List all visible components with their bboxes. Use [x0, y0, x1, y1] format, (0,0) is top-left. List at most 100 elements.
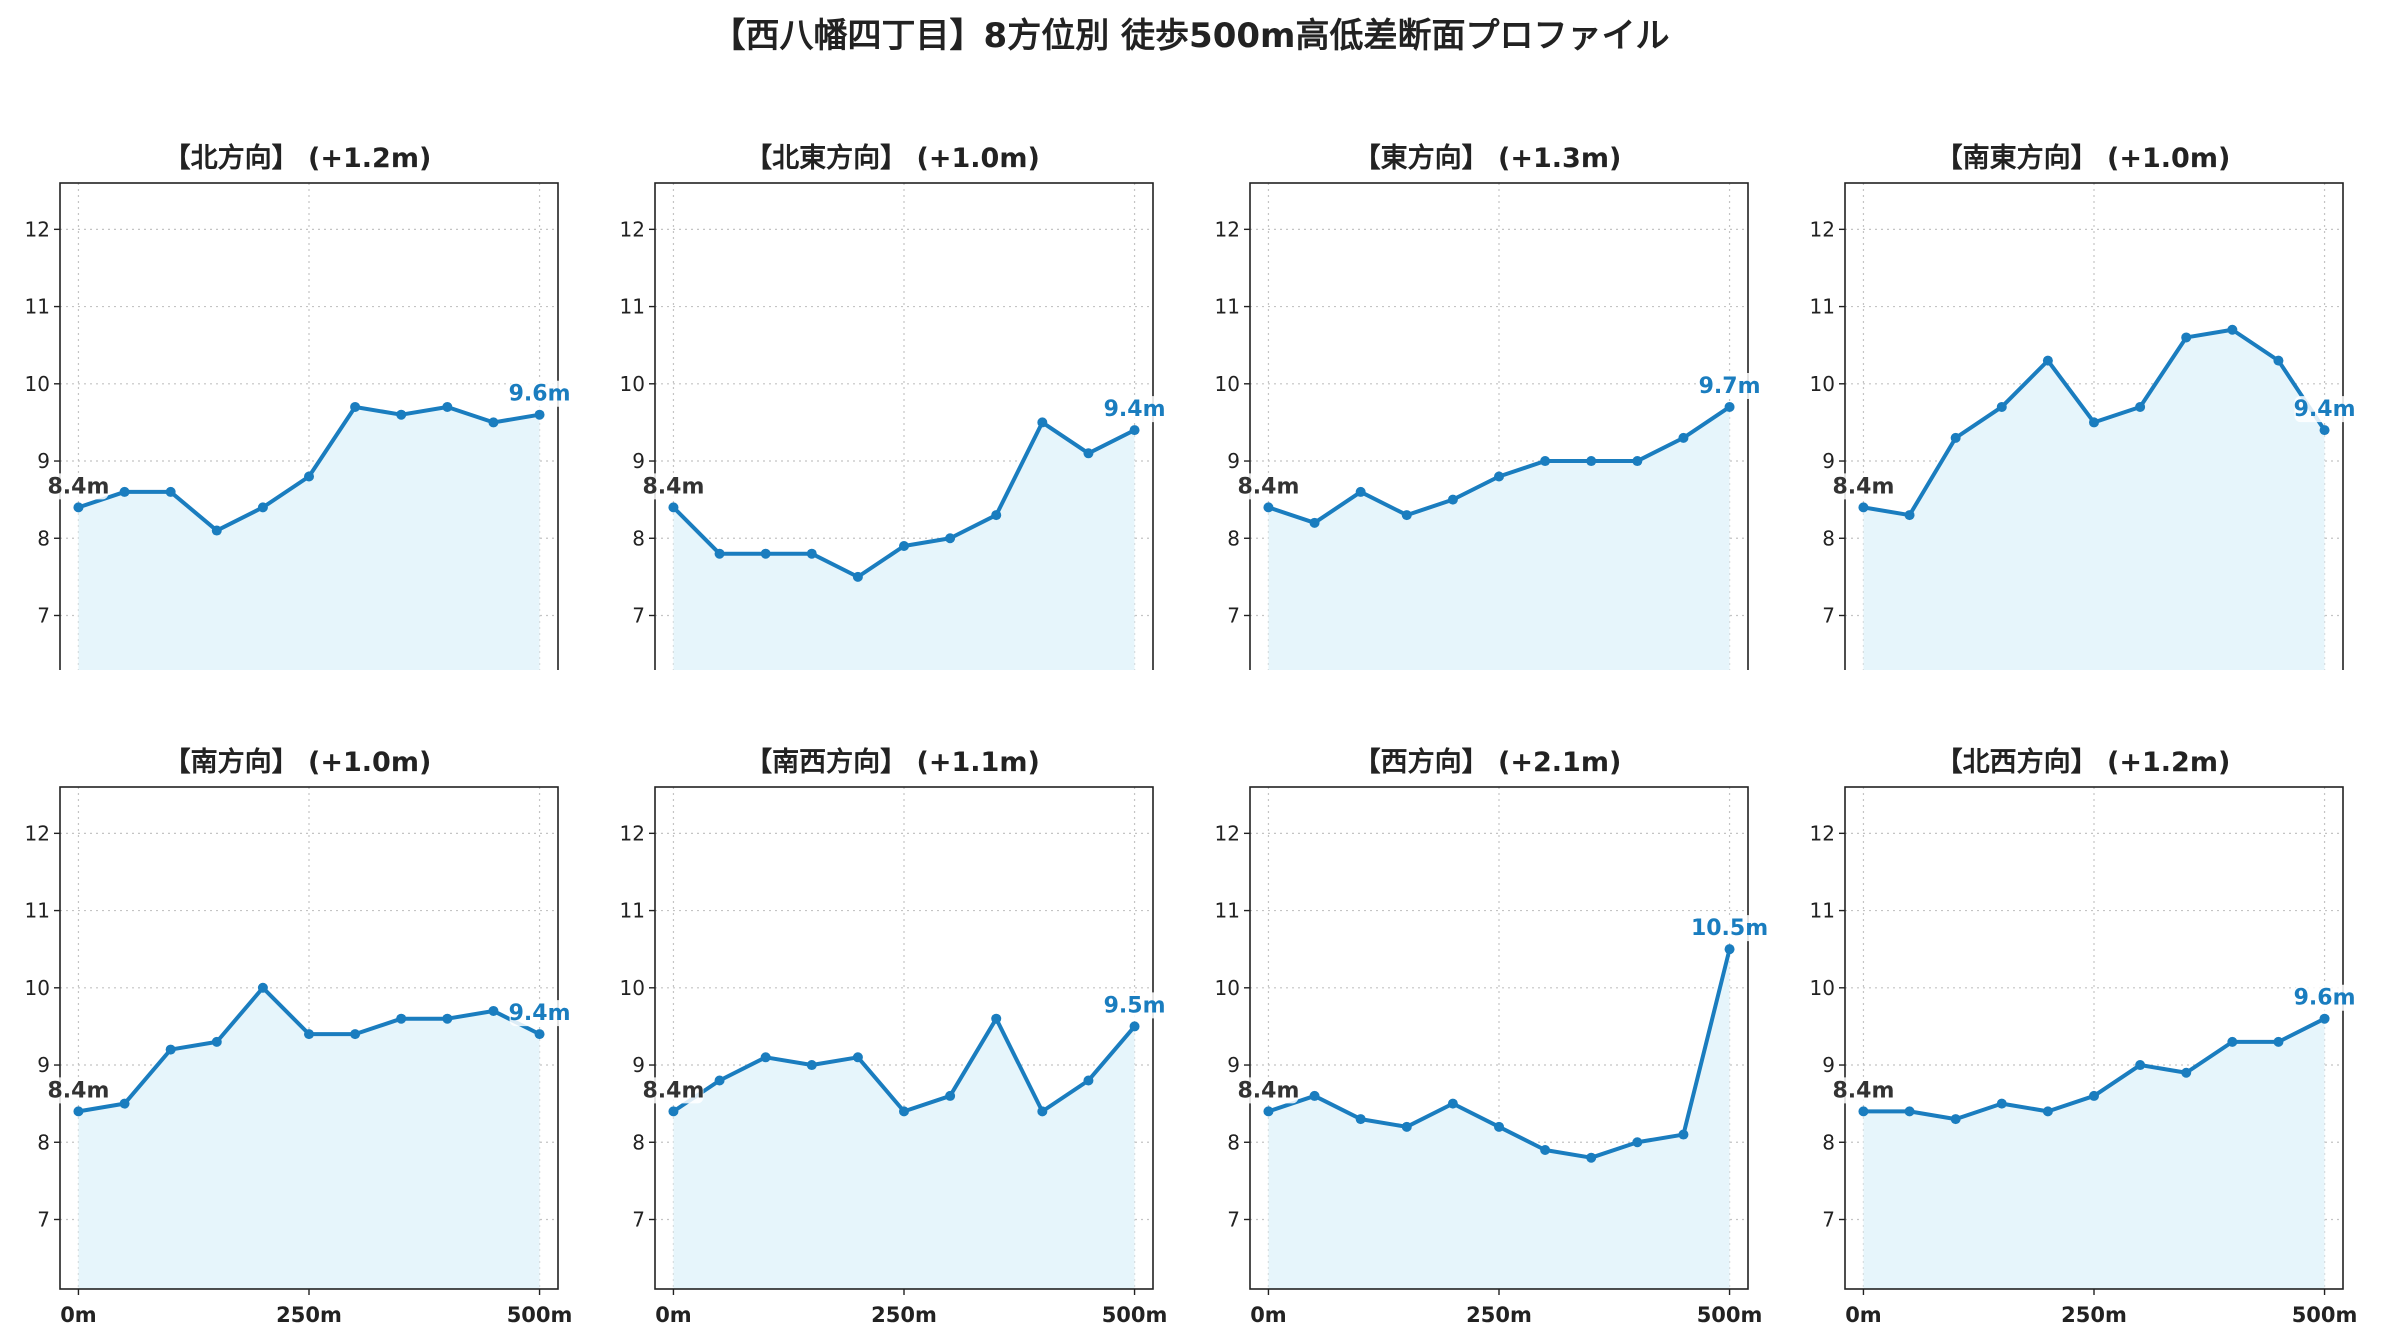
- y-tick-label: 10: [25, 976, 50, 1000]
- start-elevation-label: 8.4m: [47, 474, 109, 499]
- panel-northeast: 【北東方向】 (+1.0m) 7891011120m250m500m8.4m9.…: [595, 0, 1190, 670]
- data-point: [211, 1036, 222, 1047]
- data-point: [1904, 1106, 1915, 1117]
- start-elevation-label-bg: [1833, 1077, 1894, 1104]
- data-point: [668, 502, 679, 513]
- start-elevation-label: 8.4m: [47, 1078, 109, 1103]
- panel-north: 【北方向】 (+1.2m) 7891011120m250m500m8.4m9.6…: [0, 0, 595, 670]
- data-point: [350, 1029, 361, 1040]
- x-tick-label: 500m: [1102, 1303, 1168, 1327]
- area-fill: [1863, 1018, 2325, 1289]
- data-point: [257, 982, 268, 993]
- y-tick-label: 12: [1810, 217, 1835, 241]
- y-tick-label: 10: [1215, 976, 1240, 1000]
- data-point: [1401, 1121, 1412, 1132]
- data-point: [1494, 1121, 1504, 1132]
- panel-southwest: 【南西方向】 (+1.1m) 7 8 9 10 11 12 0m 250m 500m 8.4m 9.…: [595, 670, 1190, 1340]
- y-tick-label: 12: [1215, 821, 1240, 845]
- data-point: [73, 1106, 84, 1117]
- y-tick-label: 10: [620, 976, 645, 1000]
- data-point: [73, 502, 84, 513]
- data-point: [1037, 1106, 1048, 1117]
- y-tick-label: 8: [1822, 526, 1835, 550]
- area-fill: [673, 1018, 1135, 1289]
- data-point: [1401, 510, 1412, 521]
- start-elevation-label-bg: [1238, 1077, 1299, 1104]
- x-tick-label: 250m: [871, 1303, 937, 1327]
- y-tick-label: 10: [1810, 976, 1835, 1000]
- data-point: [2042, 1106, 2053, 1117]
- data-point: [1355, 486, 1366, 497]
- data-point: [2319, 1013, 2330, 1024]
- data-point: [714, 1075, 725, 1086]
- y-tick-label: 9: [632, 1053, 645, 1077]
- figure-title: 【西八幡四丁目】8方位別 徒歩500m高低差断面プロファイル: [711, 16, 1670, 56]
- data-point: [899, 1106, 909, 1117]
- start-elevation-label-bg: [48, 1077, 109, 1104]
- data-point: [945, 533, 956, 544]
- x-tick-label: 500m: [1697, 1303, 1763, 1327]
- panel-title: 【北西方向】 (+1.2m): [1935, 747, 2231, 778]
- data-point: [1724, 401, 1735, 412]
- end-elevation-label: 9.6m: [509, 382, 571, 407]
- data-point: [1996, 1098, 2007, 1109]
- y-tick-label: 11: [25, 899, 50, 923]
- y-tick-label: 10: [1810, 372, 1835, 396]
- data-point: [1586, 1152, 1597, 1163]
- data-point: [991, 1013, 1002, 1024]
- data-point: [165, 486, 176, 497]
- y-tick-label: 11: [1810, 295, 1835, 319]
- panel-title: 【東方向】 (+1.3m): [1353, 143, 1622, 174]
- data-point: [945, 1090, 956, 1101]
- data-point: [2181, 332, 2192, 343]
- end-elevation-label: 9.6m: [2294, 986, 2356, 1011]
- x-tick-label: 0m: [1845, 1303, 1882, 1327]
- y-tick-label: 12: [25, 821, 50, 845]
- start-elevation-label-bg: [1238, 473, 1299, 500]
- data-point: [1494, 471, 1504, 482]
- chart-southwest: 7 8 9 10 11 12 0m 250m 500m 8.4m 9.5m: [620, 786, 1168, 1327]
- data-point: [668, 1106, 679, 1117]
- data-point: [396, 1013, 407, 1024]
- plot-frame: [59, 182, 559, 670]
- panel-title: 【西方向】 (+2.1m): [1353, 747, 1622, 778]
- x-tick-label: 250m: [1466, 1303, 1532, 1327]
- chart-west: 7 8 9 10 11 12 0m 250m 500m 8.4m 10.5m: [1215, 786, 1768, 1327]
- data-point: [1858, 1106, 1869, 1117]
- end-elevation-label-bg: [1104, 396, 1165, 423]
- data-point: [1996, 401, 2007, 412]
- data-point: [1447, 494, 1458, 505]
- x-tick-label: 500m: [2292, 1303, 2358, 1327]
- y-tick-label: 9: [632, 449, 645, 473]
- area-fill: [1268, 406, 1730, 670]
- data-point: [534, 1029, 545, 1040]
- y-tick-label: 8: [37, 1130, 50, 1154]
- data-point: [2273, 1036, 2284, 1047]
- y-tick-label: 7: [1822, 1207, 1835, 1231]
- y-tick-label: 10: [620, 372, 645, 396]
- data-point: [2273, 355, 2284, 366]
- y-tick-label: 11: [25, 295, 50, 319]
- data-point: [1950, 432, 1961, 443]
- y-tick-label: 11: [1215, 899, 1240, 923]
- data-point: [852, 1052, 863, 1063]
- data-point: [2042, 355, 2053, 366]
- data-point: [899, 540, 909, 551]
- y-tick-label: 7: [1227, 1207, 1240, 1231]
- data-point: [2089, 1090, 2099, 1101]
- data-point: [806, 1060, 817, 1071]
- plot-frame: [1249, 182, 1749, 670]
- data-point: [2135, 1060, 2146, 1071]
- start-elevation-label-bg: [643, 473, 704, 500]
- data-point: [1678, 432, 1689, 443]
- panel-title: 【北東方向】 (+1.0m): [745, 143, 1040, 174]
- data-point: [1950, 1114, 1961, 1125]
- data-point: [304, 1029, 314, 1040]
- data-point: [119, 486, 130, 497]
- data-point: [257, 502, 268, 513]
- y-tick-label: 10: [1215, 372, 1240, 396]
- data-point: [211, 525, 222, 536]
